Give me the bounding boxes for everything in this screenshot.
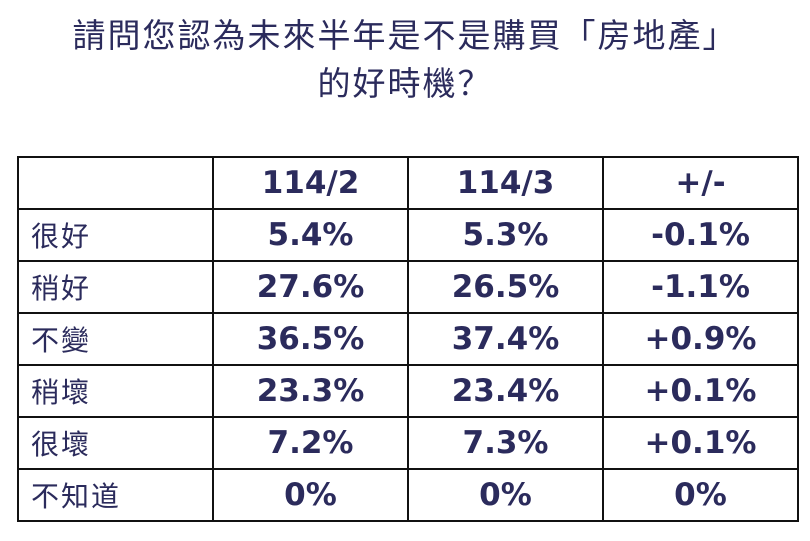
row-value-period-2: 0% — [407, 468, 604, 522]
row-label: 很好 — [17, 208, 214, 262]
survey-table: 114/2 114/3 +/- 很好 5.4% 5.3% -0.1% 稍好 27… — [17, 156, 799, 522]
header-change: +/- — [602, 156, 799, 210]
header-period-1: 114/2 — [212, 156, 409, 210]
header-period-2: 114/3 — [407, 156, 604, 210]
row-value-period-1: 23.3% — [212, 364, 409, 418]
table-row: 很好 5.4% 5.3% -0.1% — [17, 208, 799, 262]
row-label: 不變 — [17, 312, 214, 366]
table-header-row: 114/2 114/3 +/- — [17, 156, 799, 210]
title-line-2: 的好時機？ — [317, 64, 493, 103]
table-row: 稍好 27.6% 26.5% -1.1% — [17, 260, 799, 314]
row-value-change: +0.1% — [602, 416, 799, 470]
row-value-period-2: 37.4% — [407, 312, 604, 366]
row-label: 稍好 — [17, 260, 214, 314]
row-value-period-1: 36.5% — [212, 312, 409, 366]
row-value-period-2: 7.3% — [407, 416, 604, 470]
row-value-period-2: 23.4% — [407, 364, 604, 418]
row-value-change: +0.9% — [602, 312, 799, 366]
row-value-period-1: 5.4% — [212, 208, 409, 262]
row-value-change: 0% — [602, 468, 799, 522]
row-value-period-2: 5.3% — [407, 208, 604, 262]
row-label: 稍壞 — [17, 364, 214, 418]
row-value-change: +0.1% — [602, 364, 799, 418]
row-value-change: -0.1% — [602, 208, 799, 262]
row-value-period-2: 26.5% — [407, 260, 604, 314]
header-empty — [17, 156, 214, 210]
table-row: 不知道 0% 0% 0% — [17, 468, 799, 522]
row-value-change: -1.1% — [602, 260, 799, 314]
row-label: 很壞 — [17, 416, 214, 470]
row-value-period-1: 0% — [212, 468, 409, 522]
row-value-period-1: 7.2% — [212, 416, 409, 470]
title-line-1: 請問您認為未來半年是不是購買「房地產」 — [72, 16, 738, 55]
table-row: 很壞 7.2% 7.3% +0.1% — [17, 416, 799, 470]
row-label: 不知道 — [17, 468, 214, 522]
row-value-period-1: 27.6% — [212, 260, 409, 314]
table-row: 稍壞 23.3% 23.4% +0.1% — [17, 364, 799, 418]
page-title: 請問您認為未來半年是不是購買「房地產」 的好時機？ — [0, 12, 810, 108]
table-row: 不變 36.5% 37.4% +0.9% — [17, 312, 799, 366]
